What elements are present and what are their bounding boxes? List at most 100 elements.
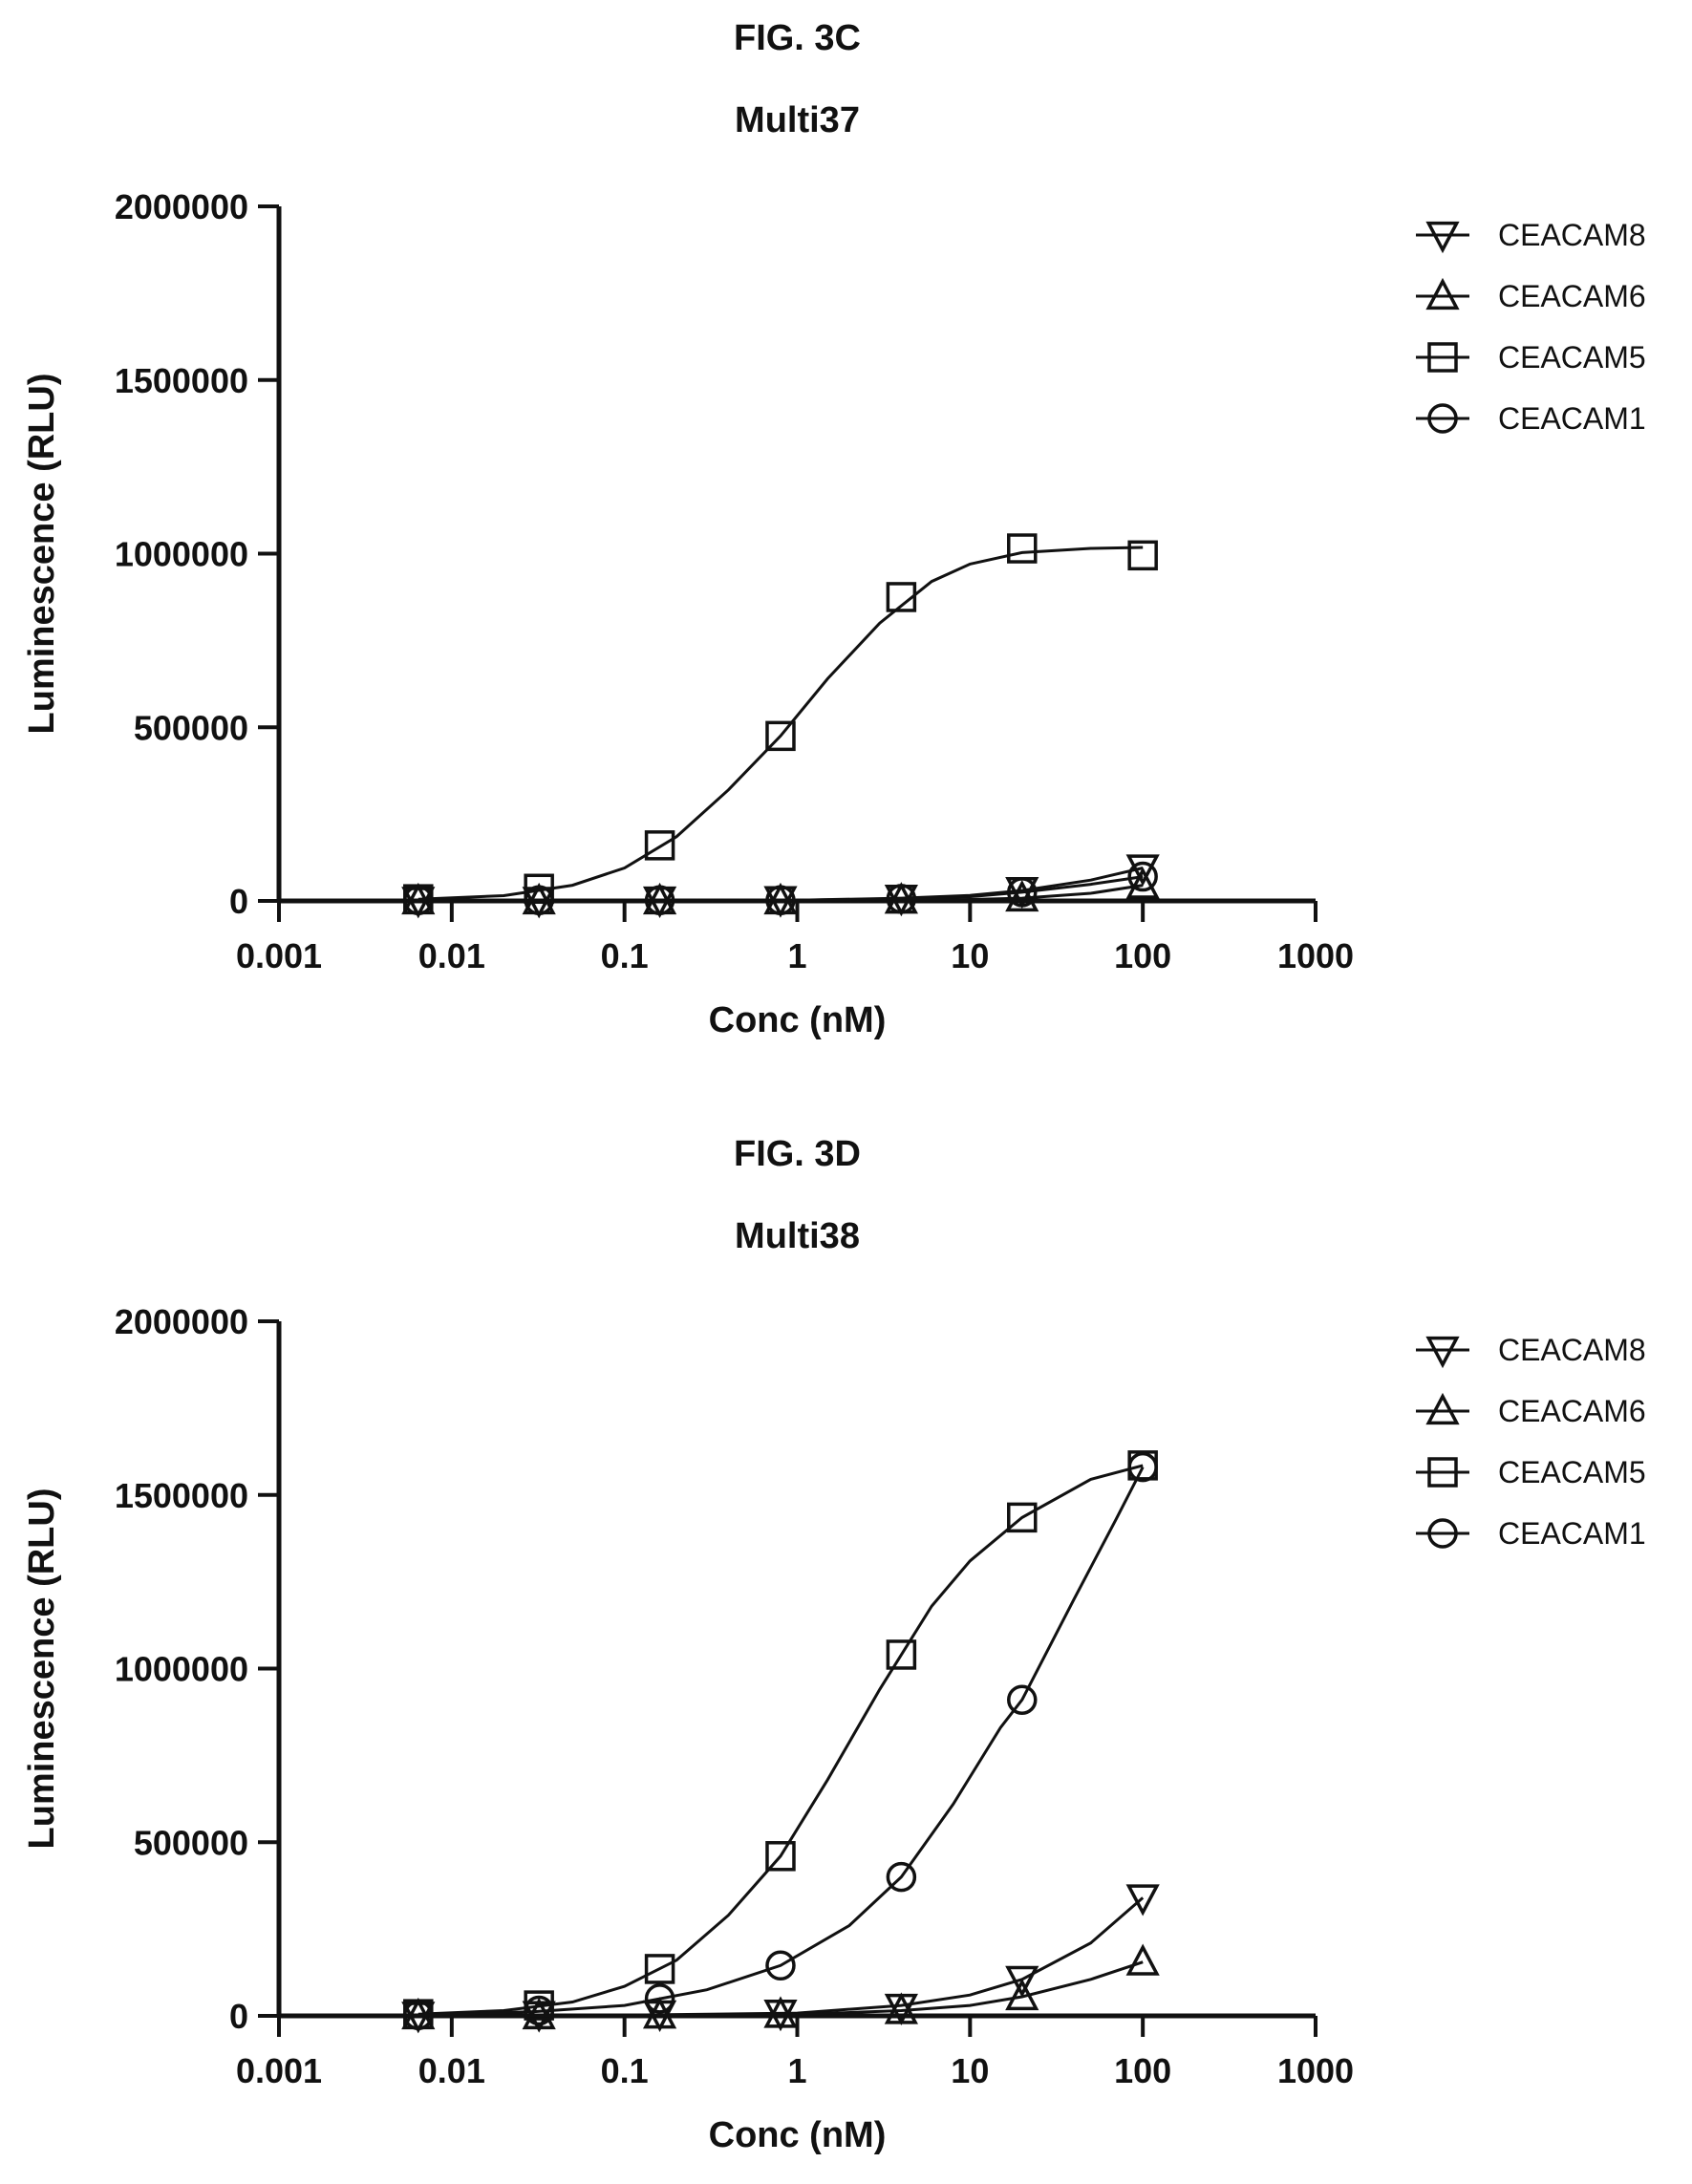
y-tick-label: 2000000 bbox=[115, 1302, 248, 1341]
data-point-ceacam5 bbox=[886, 582, 917, 612]
legend-marker-ceacam6 bbox=[1425, 1392, 1460, 1425]
data-point-ceacam8 bbox=[1125, 1884, 1160, 1916]
y-tick-label: 500000 bbox=[134, 1823, 248, 1862]
data-point-ceacam1 bbox=[403, 885, 434, 916]
x-tick-label: 0.1 bbox=[601, 2051, 649, 2090]
data-point-ceacam5 bbox=[644, 830, 675, 861]
y-tick-label: 500000 bbox=[134, 708, 248, 747]
fit-curve-ceacam1 bbox=[418, 875, 1144, 903]
legend-marker-ceacam6 bbox=[1425, 277, 1460, 310]
legend-item-ceacam1: CEACAM1 bbox=[1416, 401, 1646, 436]
legend: CEACAM8 CEACAM6 CEACAM5 CEACAM1 bbox=[1416, 1333, 1646, 1551]
x-tick-label: 0.01 bbox=[418, 936, 485, 975]
x-tick-label: 1 bbox=[787, 936, 806, 975]
data-point-ceacam6 bbox=[884, 1992, 918, 2024]
legend-item-ceacam6: CEACAM6 bbox=[1416, 1392, 1646, 1428]
series-ceacam1 bbox=[403, 1451, 1158, 2031]
y-axis-title: Luminescence (RLU) bbox=[22, 1488, 62, 1850]
legend-marker-ceacam8 bbox=[1425, 1336, 1460, 1369]
x-tick-label: 0.001 bbox=[236, 936, 322, 975]
legend-label: CEACAM6 bbox=[1498, 1394, 1646, 1428]
x-tick-label: 10 bbox=[951, 936, 989, 975]
data-point-ceacam6 bbox=[522, 1997, 556, 2030]
data-point-ceacam1 bbox=[765, 1950, 796, 1981]
x-tick-label: 0.01 bbox=[418, 2051, 485, 2090]
data-point-ceacam1 bbox=[524, 1995, 554, 2026]
legend-label: CEACAM6 bbox=[1498, 279, 1646, 313]
data-point-ceacam1 bbox=[403, 2000, 434, 2031]
series-ceacam6 bbox=[401, 1943, 1160, 2030]
legend-label: CEACAM5 bbox=[1498, 340, 1646, 375]
data-point-ceacam5 bbox=[1007, 533, 1038, 564]
legend-label: CEACAM8 bbox=[1498, 1333, 1646, 1367]
x-axis-title: Conc (nM) bbox=[709, 1000, 887, 1040]
data-point-ceacam1 bbox=[644, 885, 675, 916]
data-point-ceacam1 bbox=[886, 1861, 917, 1893]
y-tick-label: 2000000 bbox=[115, 187, 248, 226]
legend-item-ceacam8: CEACAM8 bbox=[1416, 218, 1646, 254]
data-point-ceacam6 bbox=[1125, 1943, 1160, 1976]
legend-item-ceacam1: CEACAM1 bbox=[1416, 1516, 1646, 1551]
chart-1: FIG. 3C Multi37 0 500000 1000000 1500000 20000… bbox=[22, 18, 1646, 1040]
y-tick-label: 0 bbox=[229, 1997, 248, 2036]
figure-label: FIG. 3D bbox=[734, 1134, 861, 1174]
x-tick-label: 10 bbox=[951, 2051, 989, 2090]
series-ceacam6 bbox=[401, 867, 1160, 915]
data-point-ceacam5 bbox=[886, 1639, 917, 1670]
x-axis-title: Conc (nM) bbox=[709, 2115, 887, 2155]
legend-item-ceacam5: CEACAM5 bbox=[1416, 1455, 1646, 1489]
legend-marker-ceacam5 bbox=[1427, 1457, 1458, 1488]
x-tick-label: 0.1 bbox=[601, 936, 649, 975]
legend-label: CEACAM1 bbox=[1498, 1516, 1646, 1551]
data-point-ceacam1 bbox=[1127, 1451, 1158, 1483]
legend-item-ceacam8: CEACAM8 bbox=[1416, 1333, 1646, 1369]
data-point-ceacam1 bbox=[1007, 1684, 1038, 1715]
legend: CEACAM8 CEACAM6 CEACAM5 CEACAM1 bbox=[1416, 218, 1646, 436]
data-point-ceacam1 bbox=[886, 884, 917, 914]
y-tick-label: 1500000 bbox=[115, 361, 248, 400]
data-point-ceacam6 bbox=[642, 1997, 677, 2029]
data-point-ceacam6 bbox=[763, 1996, 798, 2028]
data-point-ceacam1 bbox=[1007, 877, 1038, 908]
data-point-ceacam1 bbox=[1127, 861, 1158, 892]
chart-2: FIG. 3D Multi38 0 500000 1000000 1500000 20000… bbox=[22, 1134, 1646, 2155]
data-point-ceacam5 bbox=[765, 720, 796, 752]
data-point-ceacam5 bbox=[1127, 540, 1158, 571]
legend-label: CEACAM5 bbox=[1498, 1455, 1646, 1489]
y-tick-label: 1500000 bbox=[115, 1476, 248, 1515]
legend-label: CEACAM1 bbox=[1498, 401, 1646, 436]
legend-marker-ceacam1 bbox=[1427, 1518, 1458, 1549]
figure-label: FIG. 3C bbox=[734, 18, 861, 58]
data-point-ceacam8 bbox=[1005, 1965, 1039, 1998]
data-point-ceacam6 bbox=[1005, 1978, 1039, 2011]
legend-marker-ceacam1 bbox=[1427, 403, 1458, 434]
y-axis-title: Luminescence (RLU) bbox=[22, 374, 62, 735]
x-tick-label: 0.001 bbox=[236, 2051, 322, 2090]
x-tick-label: 1000 bbox=[1277, 2051, 1354, 2090]
data-point-ceacam1 bbox=[644, 1983, 675, 2014]
y-tick-label: 1000000 bbox=[115, 1650, 248, 1689]
data-point-ceacam6 bbox=[1125, 867, 1160, 899]
x-tick-label: 1000 bbox=[1277, 936, 1354, 975]
x-tick-label: 1 bbox=[787, 2051, 806, 2090]
fit-curve-ceacam1 bbox=[418, 1467, 1145, 2017]
chart-title: Multi38 bbox=[735, 1216, 860, 1256]
series-ceacam5 bbox=[403, 1450, 1158, 2029]
y-tick-label: 0 bbox=[229, 882, 248, 921]
data-point-ceacam5 bbox=[644, 1954, 675, 1984]
x-tick-label: 100 bbox=[1114, 936, 1171, 975]
data-point-ceacam1 bbox=[524, 885, 554, 916]
legend-label: CEACAM8 bbox=[1498, 218, 1646, 252]
fit-curve-ceacam5 bbox=[418, 1464, 1144, 2016]
series-ceacam1 bbox=[403, 861, 1158, 916]
data-point-ceacam5 bbox=[765, 1841, 796, 1872]
legend-marker-ceacam5 bbox=[1427, 342, 1458, 373]
series-ceacam5 bbox=[403, 533, 1158, 914]
data-point-ceacam8 bbox=[1125, 854, 1160, 887]
fit-curve-ceacam5 bbox=[418, 546, 1144, 901]
y-tick-label: 1000000 bbox=[115, 535, 248, 574]
data-point-ceacam5 bbox=[1007, 1502, 1038, 1533]
data-point-ceacam5 bbox=[524, 873, 554, 905]
x-tick-label: 100 bbox=[1114, 2051, 1171, 2090]
